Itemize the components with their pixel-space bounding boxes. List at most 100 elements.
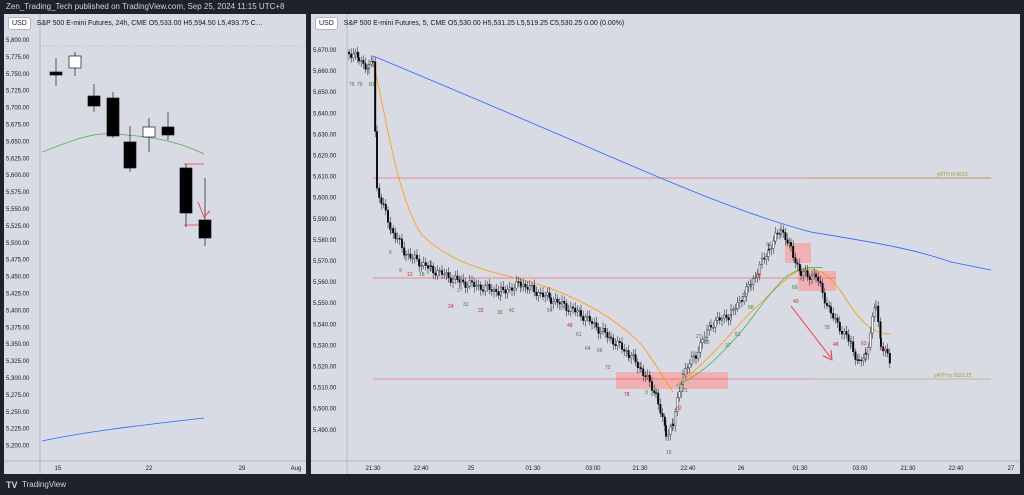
candle bbox=[808, 276, 811, 280]
candle bbox=[508, 287, 511, 290]
candle bbox=[443, 273, 446, 276]
candle bbox=[462, 279, 465, 283]
left-time-axis[interactable]: 15 22 29 Aug bbox=[55, 466, 302, 472]
left-price-label: 5,500.00 bbox=[6, 241, 30, 247]
candle bbox=[752, 278, 755, 285]
left-chart-pane[interactable]: USD S&P 500 E-mini Futures, 24h, CME O5,… bbox=[4, 14, 306, 474]
candle bbox=[554, 298, 557, 302]
right-currency-badge[interactable]: USD bbox=[315, 16, 338, 30]
candle bbox=[843, 331, 846, 335]
candle bbox=[502, 286, 505, 291]
right-time-axis[interactable]: 21:30 22:40 25 01:30 03:00 21:30 22:40 26 01:30 0… bbox=[365, 466, 1015, 472]
candle bbox=[830, 306, 833, 314]
right-chart-canvas[interactable]: 5,670.00 5,660.00 5,650.00 5,640.00 5,630.00… bbox=[311, 14, 1020, 474]
bar-count-red: 12 bbox=[407, 272, 413, 278]
ema-orange-line-2 bbox=[675, 268, 892, 387]
left-price-label: 5,775.00 bbox=[6, 55, 30, 61]
candle bbox=[454, 275, 457, 280]
left-red-arrow-icon bbox=[197, 201, 211, 218]
right-chart-pane[interactable]: USD S&P 500 E-mini Futures, 5, CME O5,53… bbox=[311, 14, 1020, 474]
candle bbox=[584, 316, 587, 321]
tradingview-logo[interactable]: TV bbox=[6, 480, 18, 490]
candle bbox=[710, 324, 713, 328]
bar-count-green: 78 bbox=[824, 325, 830, 331]
candle bbox=[490, 289, 493, 292]
candle bbox=[653, 390, 656, 393]
left-candle bbox=[142, 126, 156, 138]
candle bbox=[686, 367, 689, 370]
candle bbox=[418, 258, 421, 267]
candle bbox=[374, 61, 377, 132]
candle bbox=[591, 321, 594, 324]
candle bbox=[468, 280, 471, 287]
candle bbox=[499, 286, 502, 292]
candle bbox=[648, 375, 651, 382]
bar-count-green: 3 bbox=[645, 390, 648, 396]
left-candles bbox=[49, 52, 212, 246]
candle bbox=[541, 292, 544, 297]
candle bbox=[530, 284, 533, 287]
left-price-axis[interactable]: 5,800.00 5,775.00 5,750.00 5,725.00 5,700.00… bbox=[6, 38, 30, 450]
candle bbox=[392, 228, 395, 234]
right-price-label: 5,530.00 bbox=[313, 343, 337, 349]
candle bbox=[674, 411, 677, 426]
bar-count-red: 82 bbox=[676, 406, 682, 412]
candle bbox=[819, 280, 822, 284]
left-price-label: 5,225.00 bbox=[6, 427, 30, 433]
bar-count-green: 79 bbox=[357, 82, 363, 88]
candle bbox=[699, 342, 702, 353]
candle bbox=[882, 346, 885, 352]
left-candle bbox=[68, 55, 82, 69]
candle bbox=[354, 51, 357, 55]
candle bbox=[451, 278, 454, 283]
candle bbox=[727, 317, 730, 321]
candle bbox=[730, 309, 733, 315]
candle bbox=[736, 302, 739, 310]
candle bbox=[630, 355, 633, 358]
left-chart-canvas[interactable]: 5,800.00 5,775.00 5,750.00 5,725.00 5,700.00… bbox=[4, 14, 306, 474]
right-chart-header: USD S&P 500 E-mini Futures, 5, CME O5,53… bbox=[311, 14, 624, 32]
candle bbox=[537, 292, 540, 296]
candle bbox=[832, 313, 835, 319]
candle bbox=[528, 285, 531, 290]
candle bbox=[582, 316, 585, 321]
right-time-label: 21:30 bbox=[365, 466, 381, 472]
bar-count-green: 15 bbox=[666, 450, 672, 456]
right-price-axis[interactable]: 5,670.00 5,660.00 5,650.00 5,640.00 5,630.00… bbox=[313, 48, 337, 434]
left-price-label: 5,300.00 bbox=[6, 376, 30, 382]
left-ma-blue-line bbox=[41, 417, 205, 442]
candle bbox=[586, 315, 589, 318]
right-time-label: 25 bbox=[468, 466, 475, 472]
bar-count-green: 69 bbox=[792, 285, 798, 291]
candle bbox=[712, 326, 715, 329]
left-price-label: 5,550.00 bbox=[6, 207, 30, 213]
red-arrow-head-icon bbox=[822, 349, 833, 361]
candle bbox=[804, 270, 807, 273]
left-price-label: 5,600.00 bbox=[6, 173, 30, 179]
candle bbox=[690, 356, 693, 365]
candle bbox=[364, 63, 367, 70]
right-candles bbox=[348, 46, 891, 442]
candle bbox=[693, 355, 696, 358]
candle bbox=[470, 280, 473, 283]
candle bbox=[632, 354, 635, 356]
candle bbox=[447, 272, 450, 279]
bar-count-green: 39 bbox=[497, 310, 503, 316]
left-currency-badge[interactable]: USD bbox=[8, 16, 31, 30]
candle bbox=[667, 434, 670, 437]
candle bbox=[515, 281, 518, 289]
candle bbox=[743, 296, 746, 302]
left-price-label: 5,750.00 bbox=[6, 72, 30, 78]
bar-count-green: 57 bbox=[742, 293, 748, 299]
candle bbox=[716, 317, 719, 321]
candle bbox=[556, 298, 559, 303]
candle bbox=[495, 288, 498, 292]
left-candle bbox=[49, 71, 63, 76]
candle bbox=[436, 270, 439, 276]
candle bbox=[574, 307, 577, 313]
bar-count-green: 9 bbox=[399, 268, 402, 274]
bar-count-green: 81 bbox=[369, 82, 375, 88]
bar-count-green: 27 bbox=[696, 334, 702, 340]
candle bbox=[738, 300, 741, 304]
tradingview-brand[interactable]: TradingView bbox=[22, 480, 67, 489]
